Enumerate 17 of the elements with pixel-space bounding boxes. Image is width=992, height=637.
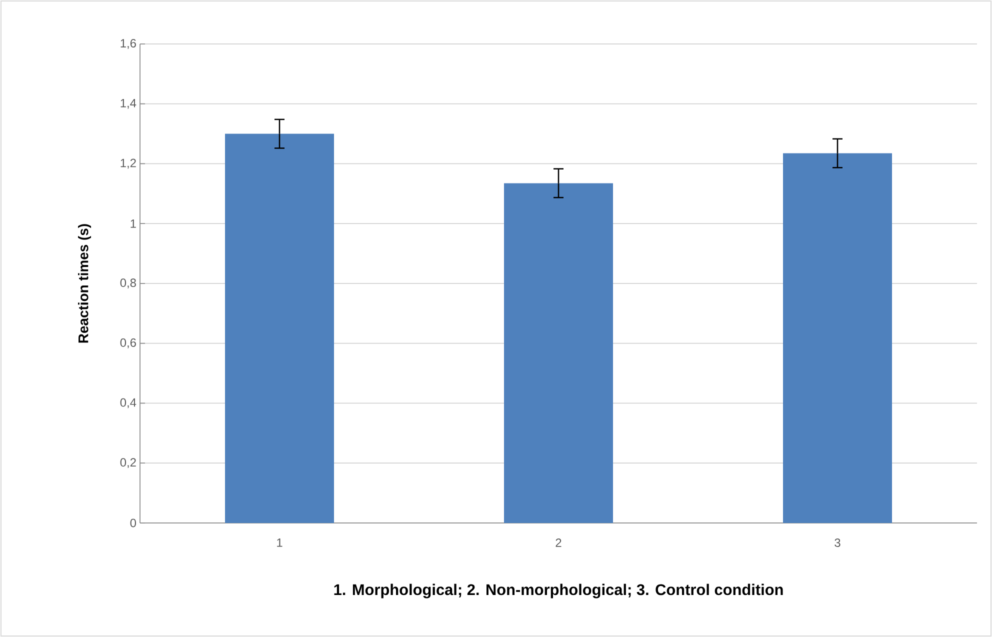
y-tick-label: 1,2 (120, 158, 136, 169)
bar (225, 134, 334, 523)
bar (783, 153, 892, 523)
y-tick-label: 0,4 (120, 398, 136, 408)
y-tick-label: 0 (130, 518, 136, 528)
x-axis-title: 1. Morphological; 2. Non-morphological; 3. Control condition (334, 584, 783, 598)
bar (504, 183, 614, 523)
y-tick-label: 1,4 (120, 98, 136, 109)
y-axis-title: Reaction times (s) (78, 224, 92, 343)
x-tick-label: 3 (834, 538, 840, 547)
y-tick-label: 0,2 (120, 458, 136, 468)
x-tick-label: 1 (277, 538, 282, 547)
y-tick-label: 1,6 (120, 39, 136, 49)
x-tick-label: 2 (556, 538, 562, 547)
y-tick-label: 0,6 (120, 338, 136, 348)
y-tick-label: 0,8 (120, 278, 136, 288)
y-tick-label: 1 (130, 220, 136, 228)
